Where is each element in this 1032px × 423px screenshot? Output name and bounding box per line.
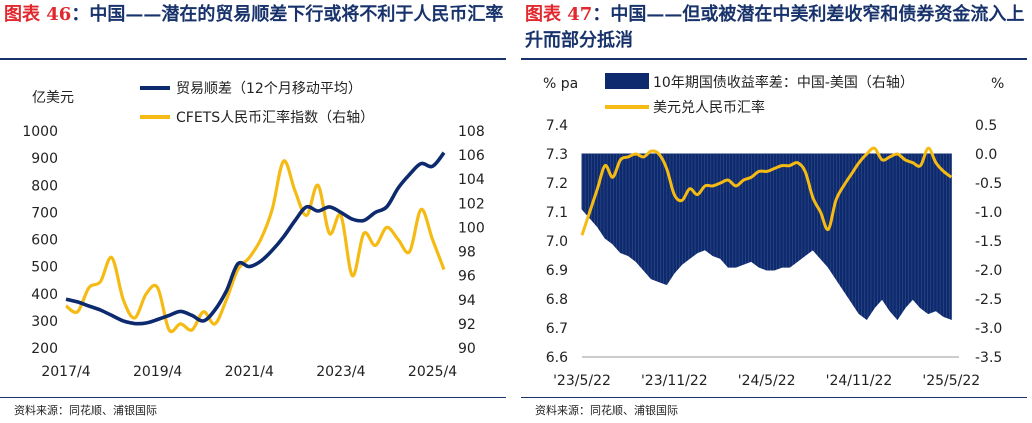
legend-label-trade-surplus: 贸易顺差（12个月移动平均） <box>176 81 362 97</box>
y-left-tick-label: 1000 <box>22 124 58 140</box>
y-left-axis-label: 亿美元 <box>32 90 74 106</box>
y-right-tick-label: -1.5 <box>975 234 1002 250</box>
y-left-tick-label: 7.0 <box>546 234 568 250</box>
y-left-tick-label: 6.9 <box>546 263 568 279</box>
y-right-tick-label: 0.0 <box>975 147 997 163</box>
figure-47-title: 图表 47：中国——但或被潜在中美利差收窄和债券资金流入上升而部分抵消 <box>525 2 1025 54</box>
x-tick-label: '23/11/22 <box>641 373 708 389</box>
figure-46-number: 图表 46 <box>4 4 72 25</box>
y-right-tick-label: 108 <box>458 124 485 140</box>
y-left-tick-label: 7.4 <box>546 118 568 134</box>
figure-46-source-rule <box>0 397 506 398</box>
y-left-tick-label: 6.8 <box>546 292 568 308</box>
x-tick-label: 2023/4 <box>316 364 365 380</box>
figure-46-panel: 图表 46：中国——潜在的贸易顺差下行或将不利于人民币汇率 1000 900 800… <box>0 2 506 417</box>
y-right-tick-label: -1.0 <box>975 205 1002 221</box>
x-tick-label: 2025/4 <box>408 364 457 380</box>
y-left-tick-label: 400 <box>31 287 58 303</box>
figure-47-chart: 7.4 7.3 7.2 7.1 7.0 6.9 6.8 6.7 6.6 0.5 0.0 -0.5 -1.… <box>543 73 1004 389</box>
y-right-tick-label: 0.5 <box>975 118 997 134</box>
y-left-tick-label: 800 <box>31 178 58 194</box>
y-left-tick-label: 7.1 <box>546 205 568 221</box>
y-left-tick-label: 500 <box>31 260 58 276</box>
x-tick-label: 2017/4 <box>41 364 90 380</box>
y-right-tick-label: 96 <box>458 269 476 285</box>
figure-47-number: 图表 47 <box>525 4 593 25</box>
series-line-cfets-index <box>65 159 446 334</box>
y-right-tick-label: 104 <box>458 172 485 188</box>
y-left-tick-label: 6.7 <box>546 321 568 337</box>
panel-divider <box>516 0 521 423</box>
figure-46-title-rule <box>0 58 506 60</box>
y-right-tick-label: 92 <box>458 317 476 333</box>
legend-label-usdcny: 美元兑人民币汇率 <box>653 99 765 116</box>
y-right-tick-label: 98 <box>458 245 476 261</box>
y-right-tick-label: 90 <box>458 341 476 357</box>
y-left-tick-label: 7.3 <box>546 147 568 163</box>
y-left-axis-label: % pa <box>543 76 578 92</box>
figure-47-source-rule <box>521 397 1027 398</box>
figure-46-title: 图表 46：中国——潜在的贸易顺差下行或将不利于人民币汇率 <box>4 2 504 28</box>
y-right-tick-label: -0.5 <box>975 176 1002 192</box>
legend-label-cfets-index: CFETS人民币汇率指数（右轴） <box>176 109 374 126</box>
y-left-tick-label: 900 <box>31 151 58 167</box>
x-tick-label: 2019/4 <box>133 364 182 380</box>
series-line-usdcny <box>580 146 953 236</box>
figure-46-source: 资料来源：同花顺、浦银国际 <box>14 404 157 417</box>
y-left-tick-label: 200 <box>31 341 58 357</box>
y-left-tick-label: 6.6 <box>546 350 568 366</box>
x-tick-label: 2021/4 <box>225 364 274 380</box>
figure-46-chart: 1000 900 800 700 600 500 400 300 200 108 106 104 102… <box>22 81 485 380</box>
figure-47-title-text: ：中国——但或被潜在中美利差收窄和债券资金流入上升而部分抵消 <box>525 4 1025 51</box>
y-right-tick-label: -3.0 <box>975 321 1002 337</box>
figure-46-title-text: ：中国——潜在的贸易顺差下行或将不利于人民币汇率 <box>71 4 504 25</box>
x-tick-label: '24/11/22 <box>826 373 893 389</box>
series-line-trade-surplus <box>65 151 446 326</box>
y-right-tick-label: -3.5 <box>975 350 1002 366</box>
x-tick-label: '24/5/22 <box>738 373 796 389</box>
y-right-tick-label: 102 <box>458 196 485 212</box>
y-right-tick-label: 106 <box>458 148 485 164</box>
y-left-tick-label: 700 <box>31 205 58 221</box>
y-right-tick-label: -2.5 <box>975 292 1002 308</box>
legend-label-yield-spread: 10年期国债收益率差：中国-美国（右轴） <box>653 74 914 91</box>
figure-47-panel: 图表 47：中国——但或被潜在中美利差收窄和债券资金流入上升而部分抵消 7.4 7… <box>521 0 1032 423</box>
y-left-tick-label: 7.2 <box>546 176 568 192</box>
y-left-tick-label: 300 <box>31 314 58 330</box>
y-left-tick-label: 600 <box>31 233 58 249</box>
x-tick-label: '23/5/22 <box>553 373 611 389</box>
y-right-axis-label: % <box>991 76 1004 92</box>
x-tick-label: '25/5/22 <box>922 373 980 389</box>
figure-47-title-rule <box>521 58 1027 60</box>
figure-47-source: 资料来源：同花顺、浦银国际 <box>535 404 678 417</box>
y-right-tick-label: 94 <box>458 293 476 309</box>
y-right-tick-label: -2.0 <box>975 263 1002 279</box>
y-right-tick-label: 100 <box>458 220 485 236</box>
legend-swatch-yield-spread <box>605 73 649 89</box>
